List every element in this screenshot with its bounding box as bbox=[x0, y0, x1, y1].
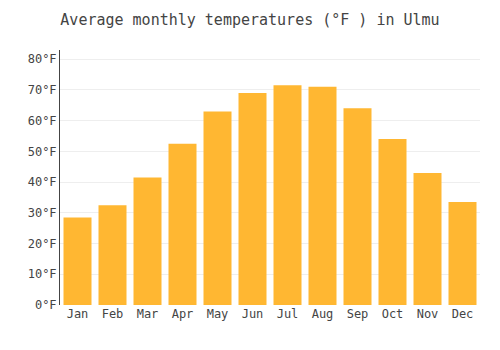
svg-text:Nov: Nov bbox=[417, 307, 439, 321]
svg-text:Sep: Sep bbox=[347, 307, 369, 321]
svg-text:70°F: 70°F bbox=[28, 83, 57, 97]
svg-text:Jan: Jan bbox=[67, 307, 89, 321]
svg-text:Dec: Dec bbox=[452, 307, 474, 321]
svg-text:0°F: 0°F bbox=[35, 298, 57, 312]
svg-text:Jun: Jun bbox=[242, 307, 264, 321]
svg-text:60°F: 60°F bbox=[28, 114, 57, 128]
svg-text:20°F: 20°F bbox=[28, 237, 57, 251]
svg-text:Apr: Apr bbox=[172, 307, 194, 321]
svg-text:40°F: 40°F bbox=[28, 175, 57, 189]
svg-text:Feb: Feb bbox=[102, 307, 124, 321]
svg-text:Oct: Oct bbox=[382, 307, 404, 321]
svg-text:80°F: 80°F bbox=[28, 52, 57, 66]
svg-text:Average monthly temperatures (: Average monthly temperatures (°F ) in Ul… bbox=[60, 11, 439, 29]
svg-text:10°F: 10°F bbox=[28, 267, 57, 281]
svg-text:50°F: 50°F bbox=[28, 145, 57, 159]
svg-text:Aug: Aug bbox=[312, 307, 334, 321]
svg-text:Jul: Jul bbox=[277, 307, 299, 321]
svg-text:Mar: Mar bbox=[137, 307, 159, 321]
svg-text:May: May bbox=[207, 307, 229, 321]
svg-text:30°F: 30°F bbox=[28, 206, 57, 220]
